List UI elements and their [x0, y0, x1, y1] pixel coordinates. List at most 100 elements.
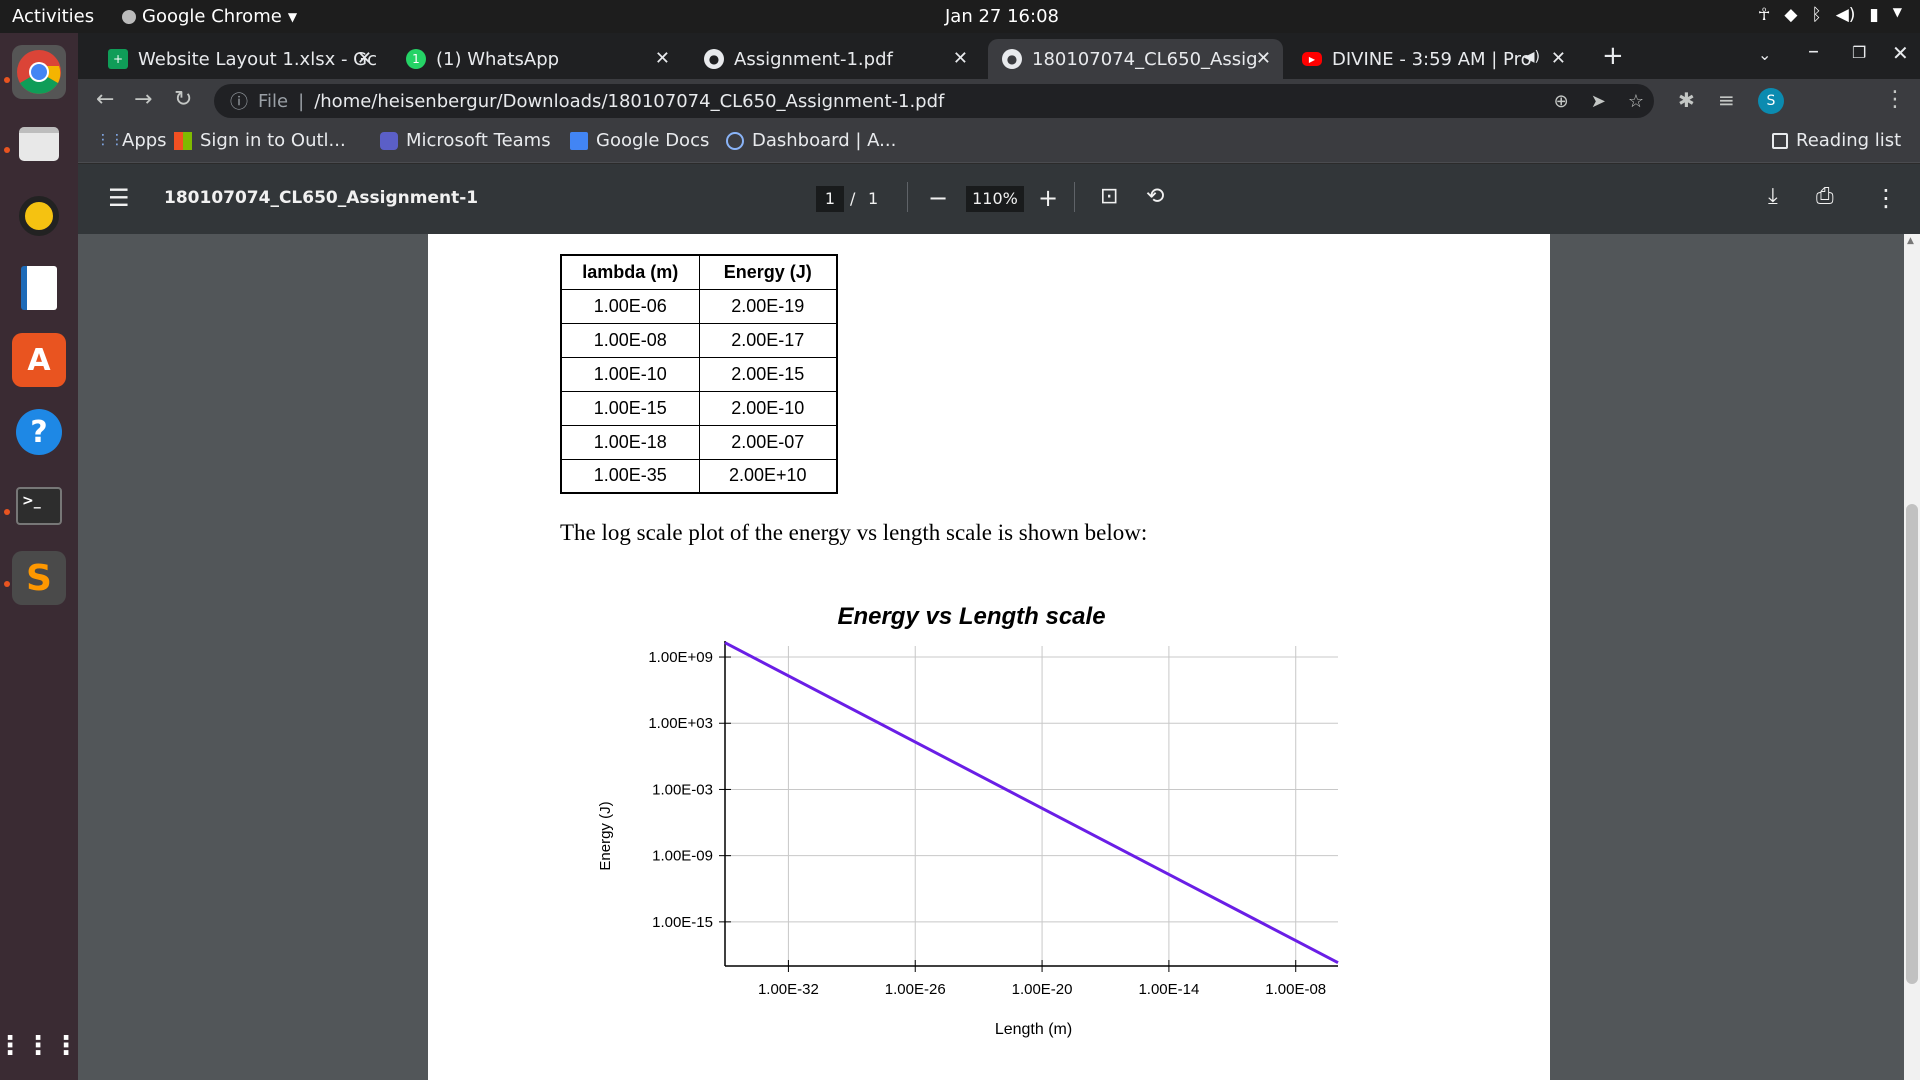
bluetooth-icon[interactable]: ᛒ: [1811, 5, 1822, 25]
rhythmbox-launcher[interactable]: [12, 189, 66, 243]
globe-icon: ●: [704, 49, 724, 69]
print-icon[interactable]: ⎙: [1816, 184, 1834, 209]
volume-icon[interactable]: ◀): [1835, 5, 1856, 25]
app-store-icon: A: [27, 342, 51, 378]
close-icon[interactable]: ✕: [654, 48, 670, 69]
close-icon[interactable]: ✕: [1550, 48, 1566, 69]
teams-icon: [380, 131, 398, 150]
table-cell: 1.00E-08: [560, 322, 700, 358]
pdf-viewport[interactable]: lambda (m) Energy (J) 1.00E-06 2.00E-19 1.…: [78, 234, 1920, 1080]
help-icon: ?: [16, 409, 62, 455]
system-top-bar: Activities Google Chrome ▼ Jan 27 16:08 …: [0, 0, 1920, 33]
chrome-icon: [17, 50, 61, 94]
forward-button[interactable]: →: [134, 87, 153, 112]
table-row: 1.00E-08 2.00E-17: [560, 322, 838, 358]
table-row: 1.00E-15 2.00E-10: [560, 390, 838, 426]
minimize-button[interactable]: –: [1808, 39, 1819, 64]
data-table: lambda (m) Energy (J) 1.00E-06 2.00E-19 1.…: [560, 254, 838, 494]
apps-grid-icon: ⋮⋮: [96, 131, 124, 148]
x-tick-label: 1.00E-08: [1265, 981, 1326, 998]
bookmark-teams[interactable]: Microsoft Teams: [380, 130, 551, 151]
audio-playing-icon[interactable]: ◀): [1523, 49, 1540, 65]
writer-launcher[interactable]: [12, 261, 66, 315]
page-separator: /: [850, 189, 856, 208]
scheme-label: File: [258, 90, 289, 112]
document-icon: [21, 266, 57, 310]
zoom-in-button[interactable]: +: [1038, 184, 1059, 212]
running-indicator: [4, 581, 10, 587]
activities-button[interactable]: Activities: [12, 6, 95, 27]
bookmark-apps[interactable]: ⋮⋮ Apps: [96, 130, 167, 151]
back-button[interactable]: ←: [96, 87, 115, 112]
avatar[interactable]: S: [1758, 88, 1784, 114]
tab-label: (1) WhatsApp: [436, 48, 560, 70]
clock[interactable]: Jan 27 16:08: [945, 6, 1059, 27]
zoom-icon[interactable]: ⊕: [1553, 90, 1569, 112]
scroll-up-arrow[interactable]: ▲: [1907, 236, 1914, 246]
close-icon[interactable]: ✕: [1255, 48, 1271, 69]
close-icon[interactable]: ✕: [952, 48, 968, 69]
media-controls-icon[interactable]: ≡: [1718, 88, 1735, 112]
zoom-out-button[interactable]: −: [928, 184, 949, 212]
app-menu[interactable]: Google Chrome ▼: [122, 6, 297, 27]
wifi-icon[interactable]: ◆: [1784, 5, 1798, 25]
menu-icon[interactable]: ☰: [108, 184, 130, 212]
address-bar[interactable]: ⓘ File | /home/heisenbergur/Downloads/18…: [214, 84, 1654, 118]
docs-icon: [570, 131, 588, 150]
system-tray[interactable]: ☥ ◆ ᛒ ◀) ▮ ▼: [1758, 5, 1902, 25]
x-tick-label: 1.00E-32: [758, 981, 819, 998]
help-launcher[interactable]: ?: [12, 405, 66, 459]
tab-whatsapp[interactable]: 1 (1) WhatsApp ✕: [392, 39, 682, 79]
fit-page-icon[interactable]: ⊡: [1100, 184, 1119, 209]
music-icon: [19, 196, 59, 236]
tab-label: Assignment-1.pdf: [734, 48, 893, 70]
more-menu-icon[interactable]: ⋮: [1884, 87, 1906, 112]
tab-search-icon[interactable]: ⌄: [1758, 45, 1772, 64]
software-center-launcher[interactable]: A: [12, 333, 66, 387]
extensions-icon[interactable]: ✱: [1678, 88, 1695, 112]
close-icon[interactable]: ✕: [356, 48, 372, 69]
tab-website-layout[interactable]: + Website Layout 1.xlsx - Gc ✕: [94, 39, 384, 79]
files-launcher[interactable]: [12, 117, 66, 171]
info-icon[interactable]: ⓘ: [230, 92, 248, 113]
send-icon[interactable]: ➤: [1590, 90, 1606, 112]
download-icon[interactable]: ⤓: [1768, 184, 1778, 209]
table-cell: 1.00E-10: [560, 356, 700, 392]
tab-current-pdf[interactable]: ● 180107074_CL650_Assig ✕: [988, 39, 1283, 79]
table-cell: 2.00E-15: [698, 356, 838, 392]
reload-button[interactable]: ↻: [174, 87, 193, 112]
reading-list-button[interactable]: Reading list: [1772, 130, 1901, 151]
table-cell: 1.00E-15: [560, 390, 700, 426]
close-window-button[interactable]: ✕: [1892, 41, 1909, 65]
zoom-input[interactable]: 110%: [966, 186, 1024, 212]
table-cell: 1.00E-35: [560, 458, 700, 494]
scrollbar[interactable]: ▲: [1904, 234, 1920, 1080]
battery-icon[interactable]: ▮: [1869, 5, 1879, 25]
bookmark-label: Sign in to Outl...: [200, 130, 346, 151]
bookmark-docs[interactable]: Google Docs: [570, 130, 709, 151]
bookmark-outlook[interactable]: Sign in to Outl...: [174, 130, 346, 151]
table-row: 1.00E-06 2.00E-19: [560, 288, 838, 324]
star-icon[interactable]: ☆: [1627, 90, 1644, 112]
terminal-icon: >_: [16, 487, 62, 525]
chrome-launcher[interactable]: [12, 45, 66, 99]
sublime-launcher[interactable]: S: [12, 551, 66, 605]
show-apps-button[interactable]: ⋮⋮⋮: [0, 1019, 79, 1073]
reading-list-icon: [1772, 132, 1788, 149]
power-menu-icon[interactable]: ▼: [1892, 5, 1902, 19]
restore-button[interactable]: ❐: [1852, 43, 1867, 62]
series-line: [724, 641, 1339, 965]
page-number-input[interactable]: 1: [816, 186, 844, 212]
more-actions-icon[interactable]: ⋮: [1874, 184, 1898, 212]
rotate-icon[interactable]: ⟲: [1146, 184, 1165, 209]
terminal-launcher[interactable]: >_: [12, 479, 66, 533]
separator: |: [298, 90, 305, 112]
new-tab-button[interactable]: +: [1602, 41, 1624, 71]
energy-chart: Energy vs Length scale 1.00E-32 1.00E-26 1.…: [597, 603, 1339, 1038]
tab-youtube[interactable]: ▶ DIVINE - 3:59 AM | Pro ◀) ✕: [1288, 39, 1578, 79]
tab-assignment-pdf[interactable]: ● Assignment-1.pdf ✕: [690, 39, 980, 79]
scroll-thumb[interactable]: [1906, 504, 1918, 984]
url-text[interactable]: /home/heisenbergur/Downloads/180107074_C…: [314, 90, 945, 112]
accessibility-icon[interactable]: ☥: [1757, 5, 1771, 25]
bookmark-dashboard[interactable]: Dashboard | A...: [726, 130, 896, 151]
